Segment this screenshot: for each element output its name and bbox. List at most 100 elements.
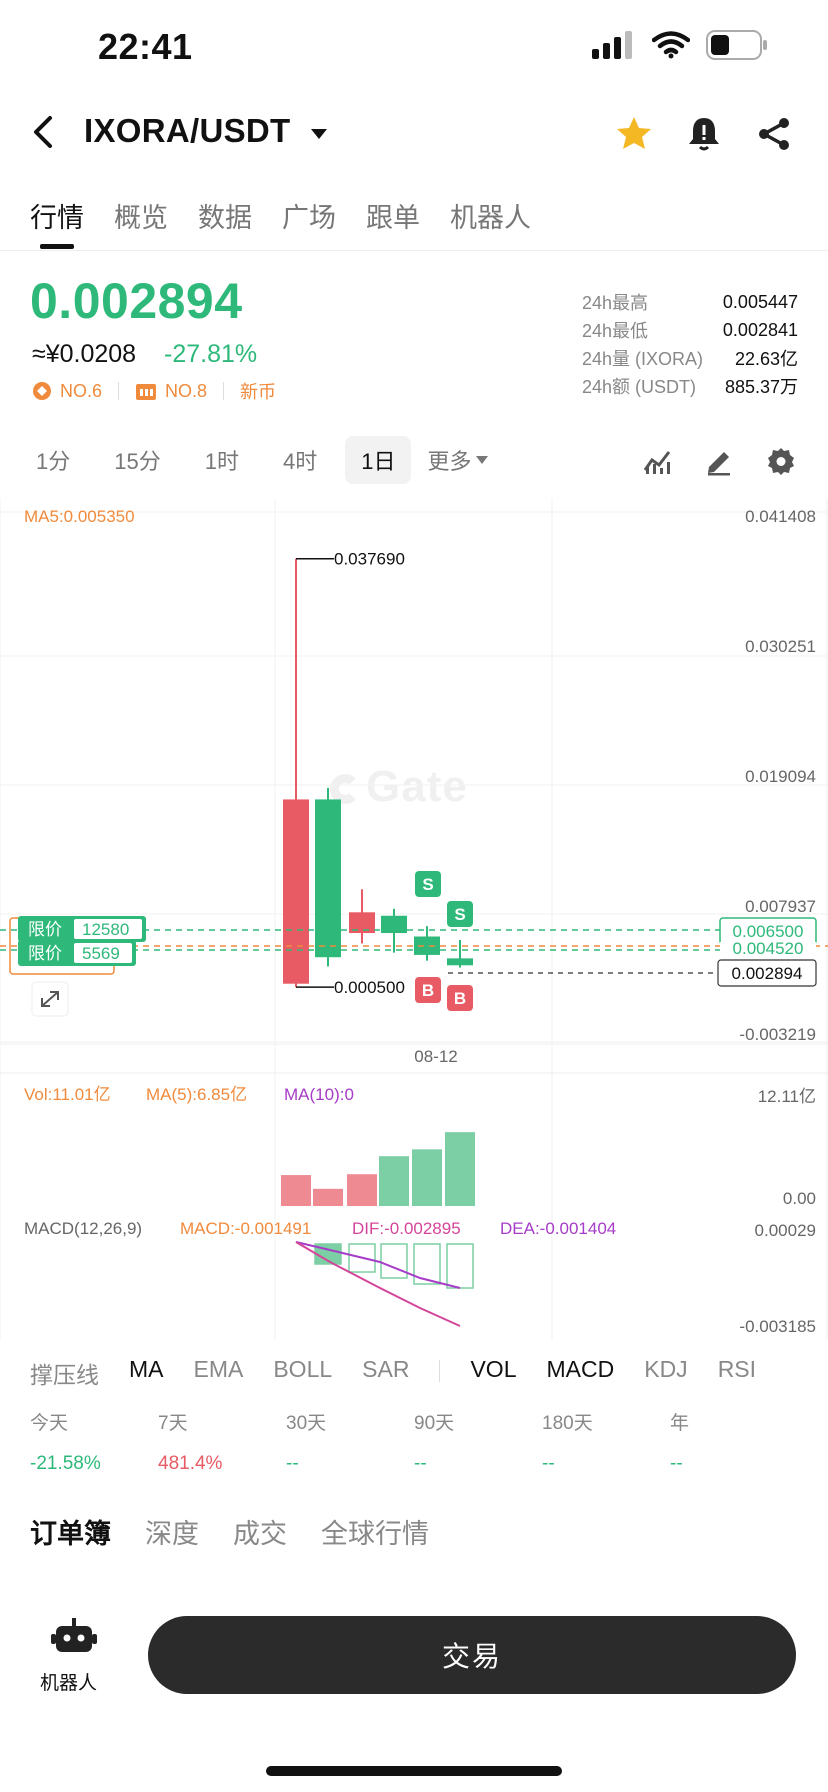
volume-bar [313, 1188, 343, 1206]
perf-label: 90天 [414, 1413, 455, 1434]
period-15m[interactable]: 15分 [114, 449, 161, 474]
period-1d[interactable]: 1日 [345, 436, 412, 484]
rank-icon [33, 382, 51, 400]
buy-signal-badge [415, 977, 441, 1003]
macd-max-label: 0.00029 [755, 1221, 816, 1240]
indicator-divider [439, 1360, 441, 1382]
period-1h[interactable]: 1时 [204, 449, 239, 474]
indicator-kdj[interactable]: KDJ [644, 1356, 688, 1382]
tab-copy-trade[interactable]: 跟单 [366, 203, 420, 233]
star-icon[interactable] [614, 114, 654, 154]
dea-line [295, 1241, 461, 1289]
price-tag-text: 0.002894 [732, 964, 803, 983]
caret-down-icon[interactable] [475, 456, 488, 464]
volume-bar [412, 1149, 442, 1206]
vol-ma5-label: MA(5):6.85亿 [146, 1085, 247, 1104]
price-tag-text: 0.006500 [733, 922, 804, 941]
macd-histogram-bar [413, 1243, 441, 1285]
status-icons [592, 30, 768, 60]
indicator-vol[interactable]: VOL [470, 1356, 517, 1382]
main-tabs: 行情 概览 数据 广场 跟单 机器人 [30, 196, 531, 235]
perf-value: -- [286, 1453, 299, 1474]
back-arrow-icon[interactable] [28, 110, 62, 154]
perf-label: 今天 [30, 1413, 69, 1434]
perf-label: 7天 [158, 1413, 188, 1434]
indicator-rsi[interactable]: RSI [717, 1356, 757, 1382]
tab-depth[interactable]: 深度 [145, 1519, 199, 1549]
vol-max-label: 12.11亿 [758, 1087, 816, 1106]
rank-1[interactable]: NO.6 [60, 380, 103, 401]
chart-overlay: MA5:0.005350 0.037690 0.000500 限价 12580 限价 556… [0, 507, 828, 1066]
divider [0, 250, 828, 251]
robot-label[interactable]: 机器人 [40, 1673, 98, 1694]
trade-button[interactable]: 交易 [148, 1616, 796, 1694]
indicator-macd[interactable]: MACD [546, 1356, 615, 1382]
tab-robot[interactable]: 机器人 [450, 203, 531, 233]
stat-volume: 24h量 (IXORA) 22.63亿 [582, 349, 798, 369]
period-more[interactable]: 更多 [427, 449, 472, 474]
macd-pane: MACD(12,26,9) MACD:-0.001491 DIF:-0.002895… [24, 1219, 816, 1336]
tab-square[interactable]: 广场 [282, 203, 336, 233]
tab-data[interactable]: 数据 [198, 203, 252, 233]
gate-watermark: Gate [330, 762, 468, 812]
rank-2[interactable]: NO.8 [165, 380, 208, 401]
macd-min-label: -0.003185 [739, 1317, 816, 1336]
candle-body [447, 958, 473, 966]
share-icon[interactable] [754, 114, 794, 154]
indicator-ma[interactable]: MA [129, 1356, 164, 1382]
perf-value: 481.4% [158, 1453, 223, 1474]
robot-icon[interactable] [44, 1618, 104, 1658]
y-tick-label: -0.003219 [739, 1025, 816, 1044]
perf-label: 30天 [286, 1413, 327, 1434]
vol-ma10-label: MA(10):0 [284, 1085, 354, 1104]
draw-pencil-icon[interactable] [704, 446, 734, 476]
tab-trades[interactable]: 成交 [233, 1519, 287, 1549]
gate-logo-icon [330, 774, 360, 805]
indicator-ema[interactable]: EMA [193, 1356, 244, 1382]
limit-qty: 12580 [82, 920, 129, 939]
performance-table: 今天 7天 30天 90天 180天 年 -21.58% 481.4% -- -… [30, 1408, 810, 1475]
alert-bell-icon[interactable] [684, 114, 724, 154]
period-4h[interactable]: 4时 [282, 449, 318, 474]
y-tick-label: 0.019094 [745, 767, 816, 786]
tab-order-book[interactable]: 订单簿 [30, 1519, 111, 1549]
dif-value: DIF:-0.002895 [352, 1219, 461, 1238]
settings-gear-icon[interactable] [766, 446, 796, 476]
candles [283, 558, 473, 988]
limit-qty-box [74, 919, 142, 939]
candle-body [283, 799, 309, 984]
tab-overview[interactable]: 概览 [114, 203, 168, 233]
limit-qty: 5569 [82, 944, 120, 963]
perf-value: -- [542, 1453, 555, 1474]
limit-qty-box [74, 943, 132, 963]
status-time: 22:41 [98, 26, 193, 67]
y-tick-label: 0.030251 [745, 637, 816, 656]
stat-amount: 24h额 (USDT) 885.37万 [582, 377, 798, 397]
candle-body [414, 936, 440, 955]
volume-bar [379, 1156, 409, 1206]
indicator-support-resistance[interactable]: 撑压线 [30, 1362, 99, 1388]
stat-low: 24h最低 0.002841 [582, 319, 798, 342]
indicator-sar[interactable]: SAR [362, 1356, 410, 1382]
tab-market[interactable]: 行情 [30, 203, 84, 233]
limit-label: 限价 [28, 944, 62, 963]
rank-divider [118, 382, 120, 400]
caret-down-icon[interactable] [310, 128, 328, 140]
candle-body [315, 799, 341, 958]
ma5-label: MA5:0.005350 [24, 507, 135, 526]
chart-grid: 0.041408 0.030251 0.019094 0.007937 -0.00321… [0, 498, 828, 1340]
new-coin-tag[interactable]: 新币 [240, 382, 277, 402]
indicator-boll[interactable]: BOLL [273, 1356, 333, 1382]
stats-panel: 24h最高 0.005447 24h最低 0.002841 24h量 (IXORA)… [582, 288, 798, 400]
tab-global-market[interactable]: 全球行情 [321, 1519, 429, 1549]
perf-label: 180天 [542, 1413, 593, 1434]
volume-bar [347, 1174, 377, 1206]
pair-title[interactable]: IXORA/USDT [84, 112, 291, 149]
period-selector: 1分 15分 1时 4时 1日 更多 [20, 436, 488, 484]
kline-chart[interactable]: 0.041408 0.030251 0.019094 0.007937 -0.00321… [0, 498, 828, 1340]
period-1m[interactable]: 1分 [36, 449, 71, 474]
expand-icon [41, 991, 59, 1007]
signal-icon [592, 31, 632, 59]
indicator-chart-icon[interactable] [642, 446, 672, 476]
last-price: 0.002894 [30, 273, 243, 329]
